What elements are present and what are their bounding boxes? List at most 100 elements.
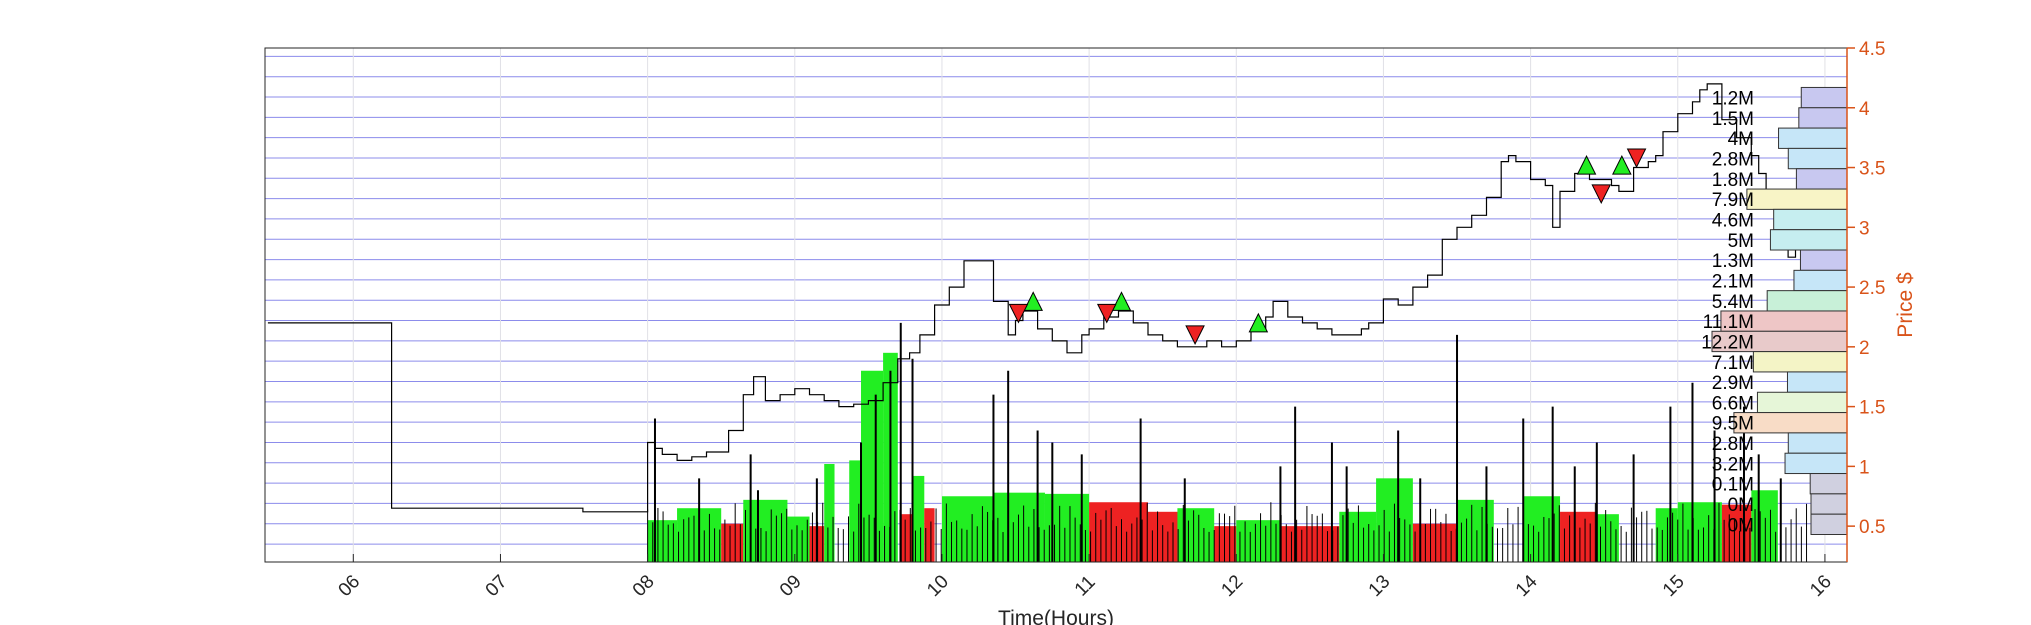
volume-profile-bar [1784,452,1848,475]
volume-profile-label: 0M [1728,515,1754,536]
volume-profile-label: 11.1M [1703,312,1754,333]
y-tick-label: 2.5 [1859,278,1885,299]
buy-flow-bar [824,463,835,562]
grid [265,48,1847,562]
volume-profile-label: 1.8M [1712,170,1754,191]
x-tick-label: 11 [1071,572,1100,601]
volume-profile-bar [1787,147,1848,170]
plot-frame [264,47,1848,563]
buy-flow-bar [1457,499,1494,562]
buy-flow-bar [993,492,1045,562]
volume-profile-bar [1786,371,1848,393]
buy-flow-bar [912,475,925,562]
sell-marker-triangle [1096,303,1117,324]
x-axis-title: Time(Hours) [998,607,1114,625]
sell-marker-triangle [1008,303,1029,324]
volume-profile-label: 12.2M [1701,332,1754,353]
volume-profile-label: 0.1M [1712,475,1754,496]
y-tick-label: 0.5 [1859,517,1885,538]
sell-flow-bar [900,514,913,562]
x-tick-label: 10 [923,571,953,601]
volume-profile-label: 1.3M [1712,251,1754,272]
sell-flow-bar [924,508,935,562]
x-tick-label: 09 [776,571,806,601]
sell-marker-triangle [1185,325,1205,346]
volume-spikes [647,322,1808,562]
sell-flow-bar [1721,504,1752,562]
sell-flow-bar [1280,526,1340,562]
sell-flow-bar [1560,511,1597,562]
volume-profile-label: 1.5M [1712,109,1754,130]
price-line-layer [267,83,1797,513]
y-tick-label: 1 [1859,457,1870,478]
volume-profile-label: 6.6M [1712,393,1754,414]
buy-marker-triangle [1023,291,1043,311]
volume-profile-label: 9.5M [1712,414,1754,435]
y-tick-label: 3 [1859,218,1870,239]
buy-marker-triangle [1248,312,1269,333]
volume-profile-bar [1787,432,1848,454]
volume-profile: 1.2M1.5M4M2.8M1.8M7.9M4.6M5M1.3M2.1M5.4M… [1701,86,1848,536]
volume-profile-bar [1809,473,1848,495]
buy-flow-bar [787,516,810,562]
volume-profile-bar [1810,493,1848,515]
x-tick-label: 16 [1806,571,1836,601]
volume-profile-label: 0M [1728,495,1754,516]
price-line [267,83,1797,513]
x-tick-label: 08 [629,571,659,601]
volume-profile-bar [1800,86,1848,109]
buy-flow-bar [849,460,862,562]
volume-profile-bar [1810,513,1848,536]
volume-profile-label: 5M [1728,231,1754,252]
y-tick-label: 1.5 [1859,398,1885,419]
sell-marker-triangle [1626,148,1647,169]
x-tick-label: 12 [1217,571,1247,601]
volume-profile-bar [1746,188,1848,210]
x-tick-label: 06 [335,571,365,601]
volume-profile-label: 5.4M [1712,292,1754,313]
volume-profile-bar [1756,391,1848,414]
x-tick-label: 07 [482,571,512,601]
sell-flow-bar [1214,526,1237,562]
x-tick-label: 14 [1512,571,1542,601]
buy-marker-triangle [1576,155,1597,175]
volume-profile-label: 7.1M [1712,353,1754,374]
volume-profile-bar [1798,107,1848,129]
buy-marker-triangle [1111,291,1132,311]
buy-flow-bar [1751,490,1778,562]
buy-flow-bar [1596,514,1619,562]
volume-profile-label: 3.2M [1712,454,1754,475]
buy-flow-bar [1236,520,1281,562]
volume-profile-bar [1766,290,1848,312]
y-tick-label: 4 [1859,99,1870,120]
volume-profile-label: 2.9M [1712,373,1754,394]
volume-profile-label: 1.2M [1712,89,1754,110]
sell-flow-bar [1089,502,1148,562]
buy-flow-bar [647,520,678,562]
sell-flow-bar [721,523,744,562]
x-tick-label: 13 [1365,571,1395,601]
buy-flow-bar [1339,511,1377,562]
trade-markers [1008,148,1647,346]
volume-profile-bar [1752,351,1848,373]
aggressive-flow-bars [647,352,1778,562]
volume-profile-bar [1773,208,1848,231]
sell-marker-triangle [1591,184,1612,204]
buy-marker-triangle [1612,155,1632,175]
volume-profile-label: 4.6M [1712,211,1754,232]
y-axis-title: Price $ [1894,272,1917,338]
volume-profile-label: 2.1M [1712,271,1754,292]
volume-profile-label: 2.8M [1712,150,1754,171]
volume-profile-label: 2.8M [1712,434,1754,455]
x-tick-label: 15 [1659,571,1689,601]
volume-profile-bar [1793,269,1848,292]
volume-profile-bar [1799,249,1848,271]
volume-profile-label: 7.9M [1712,190,1754,211]
volume-profile-bar [1778,127,1848,149]
y-tick-label: 2 [1859,338,1870,359]
volume-profile-bar [1769,229,1848,251]
buy-flow-bar [861,370,884,562]
volume-profile-label: 4M [1728,129,1754,150]
buy-flow-bar [1655,508,1678,562]
